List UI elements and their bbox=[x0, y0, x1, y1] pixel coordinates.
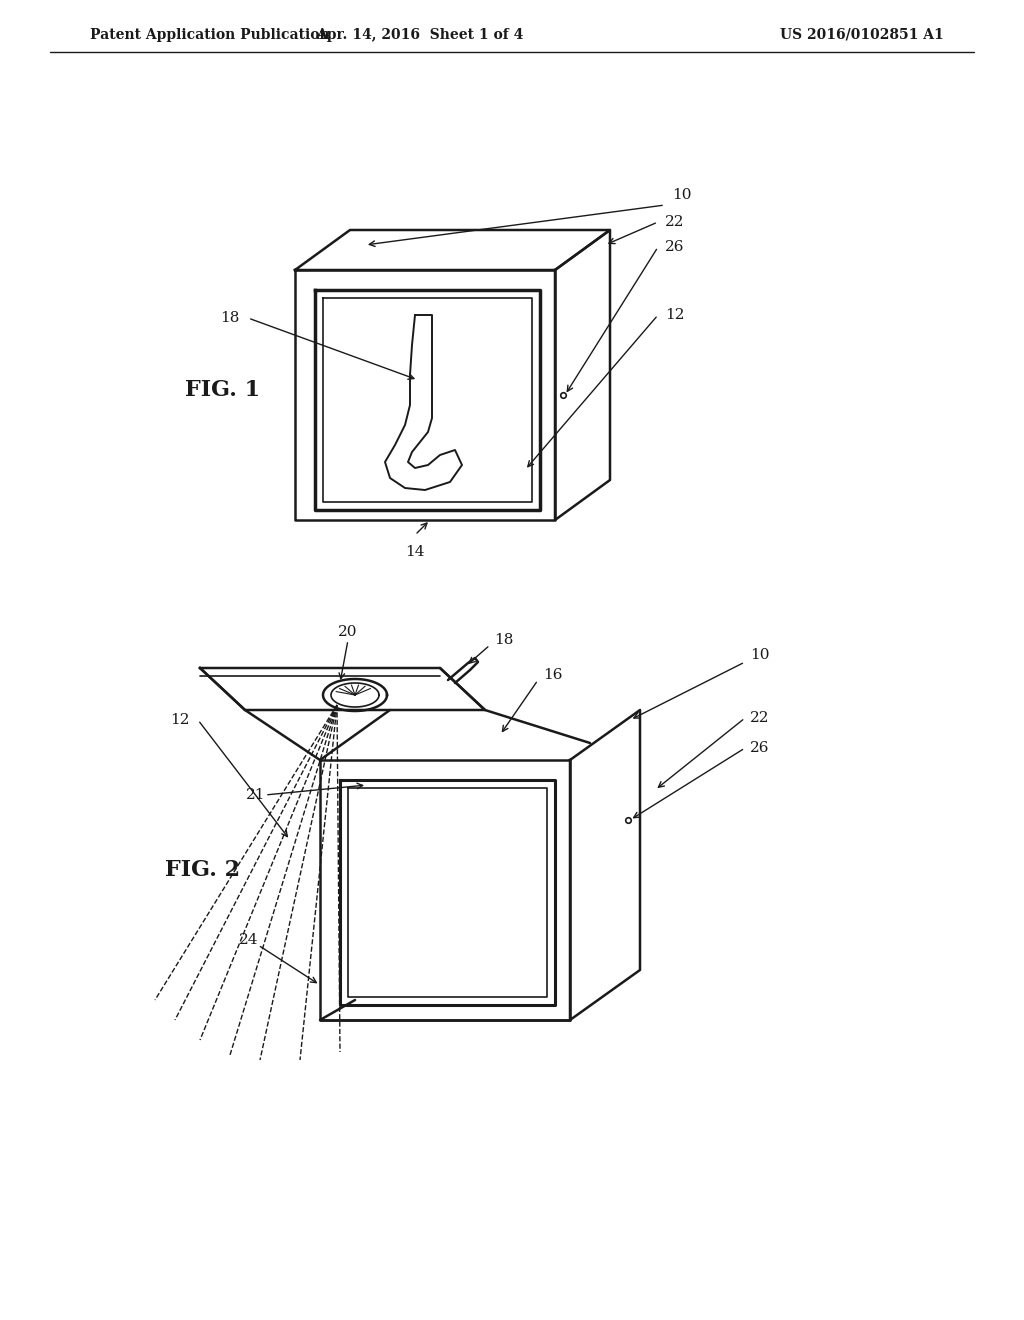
Text: 21: 21 bbox=[246, 788, 265, 803]
Text: 20: 20 bbox=[338, 624, 357, 639]
Text: FIG. 2: FIG. 2 bbox=[165, 859, 240, 880]
Text: 18: 18 bbox=[220, 312, 240, 325]
Text: 10: 10 bbox=[672, 187, 691, 202]
Text: 14: 14 bbox=[406, 545, 425, 558]
Text: 16: 16 bbox=[543, 668, 562, 682]
Text: 10: 10 bbox=[750, 648, 769, 663]
Text: Patent Application Publication: Patent Application Publication bbox=[90, 28, 330, 42]
Text: FIG. 1: FIG. 1 bbox=[185, 379, 260, 401]
Text: 26: 26 bbox=[665, 240, 684, 253]
Text: 12: 12 bbox=[665, 308, 684, 322]
Text: 22: 22 bbox=[750, 711, 769, 725]
Text: 22: 22 bbox=[665, 215, 684, 228]
Text: 12: 12 bbox=[171, 713, 190, 727]
Text: Apr. 14, 2016  Sheet 1 of 4: Apr. 14, 2016 Sheet 1 of 4 bbox=[316, 28, 523, 42]
Text: 26: 26 bbox=[750, 741, 769, 755]
Text: US 2016/0102851 A1: US 2016/0102851 A1 bbox=[780, 28, 944, 42]
Text: 18: 18 bbox=[494, 634, 513, 647]
Text: 24: 24 bbox=[239, 933, 258, 946]
